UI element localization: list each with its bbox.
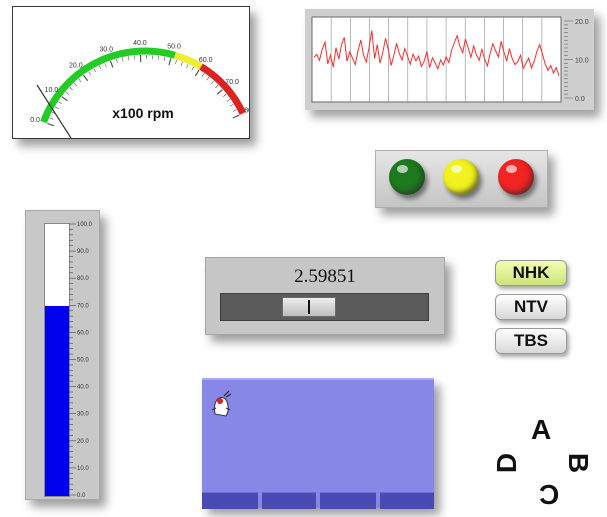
mascot-icon	[211, 390, 232, 417]
gauge-tick	[109, 60, 114, 68]
gauge-tick	[88, 71, 91, 76]
strip-chart-series-line	[313, 30, 560, 76]
thermometer-tick-label: 30.0	[77, 412, 89, 418]
rpm-gauge: 0.0 10.0 20.0 30.0 40.0 50.0 60.0 70.0 80.0 x100…	[12, 6, 250, 139]
gauge-tick	[175, 59, 177, 64]
strip-chart-tick-label: 10.0	[575, 58, 589, 65]
green-lamp[interactable]	[389, 159, 425, 195]
gauge-tick	[65, 91, 69, 95]
gauge-tick	[191, 66, 194, 71]
gauge-yellow-zone	[173, 51, 203, 70]
gauge-tick-label: 50.0	[167, 44, 181, 51]
gauge-tick-label: 40.0	[133, 40, 147, 47]
gauge-tick	[232, 109, 237, 112]
gauge-tick	[49, 117, 54, 120]
letter-b[interactable]: B	[563, 452, 595, 474]
thermometer-tick-label: 90.0	[77, 249, 89, 255]
thermometer-tick-label: 60.0	[77, 330, 89, 336]
thermometer-gauge: 100.0 90.0 80.0 70.0 60.0 50.0 40.0 30.0 20.0 10.…	[25, 210, 100, 500]
gauge-tick	[61, 96, 68, 102]
gauge-tick	[216, 89, 223, 95]
gauge-tick	[116, 58, 118, 63]
rpm-gauge-dial: 0.0 10.0 20.0 30.0 40.0 50.0 60.0 70.0 80.0	[30, 40, 249, 138]
gauge-tick-label: 0.0	[30, 117, 40, 124]
gauge-green-zone	[40, 47, 176, 124]
thermometer-tube	[44, 223, 70, 497]
gauge-tick	[229, 104, 234, 107]
gauge-tick	[69, 87, 73, 91]
thermometer-tick-label: 50.0	[77, 358, 89, 364]
strip-chart-tick-label: 0.0	[575, 96, 585, 103]
panel-tab-4[interactable]	[380, 492, 434, 509]
gauge-tick	[226, 98, 231, 102]
gauge-tick	[78, 78, 82, 83]
gauge-tick	[93, 68, 97, 73]
gauge-tick	[54, 106, 59, 110]
gauge-tick-label: 20.0	[69, 63, 83, 70]
letter-c[interactable]: C	[539, 479, 560, 510]
gauge-tick	[98, 65, 102, 70]
traffic-light-panel	[375, 150, 548, 208]
letter-d[interactable]: D	[491, 452, 523, 474]
gauge-tick-label: 60.0	[199, 57, 213, 64]
gauge-tick-label: 80.0	[244, 108, 249, 115]
gauge-tick	[163, 56, 166, 61]
gauge-tick	[210, 80, 214, 85]
thermometer-tick-label: 40.0	[77, 385, 89, 391]
panel-tab-3[interactable]	[320, 492, 376, 509]
gauge-needle	[36, 84, 72, 138]
strip-chart: 20.0 10.0 0.0	[305, 9, 594, 110]
yellow-lamp[interactable]	[443, 159, 479, 195]
gauge-tick	[232, 114, 240, 119]
value-slider: 2.59851	[205, 257, 445, 335]
thermometer-scale: 100.0 90.0 80.0 70.0 60.0 50.0 40.0 30.0 20.0 10.…	[69, 222, 93, 499]
gauge-tick-label: 70.0	[225, 79, 239, 86]
strip-chart-tick-label: 20.0	[575, 19, 589, 26]
panel-tab-2[interactable]	[262, 492, 316, 509]
channel-button-nhk[interactable]: NHK	[495, 260, 567, 286]
strip-chart-plot: 20.0 10.0 0.0	[311, 16, 589, 103]
thermometer-tick-label: 80.0	[77, 276, 89, 282]
gauge-red-zone	[199, 63, 247, 115]
gauge-tick-label: 30.0	[99, 47, 113, 54]
strip-chart-plot-area	[311, 16, 562, 103]
gauge-tick	[58, 101, 62, 105]
gauge-tick	[215, 84, 219, 89]
thermometer-tick-label: 10.0	[77, 466, 89, 472]
thermometer-tick-label: 0.0	[77, 493, 86, 499]
thermometer-tick-label: 70.0	[77, 303, 89, 309]
gauge-tick	[157, 55, 160, 60]
gauge-tick	[206, 76, 210, 81]
gauge-tick	[201, 73, 205, 77]
gauge-tick	[83, 74, 89, 82]
thermometer-tick-label: 100.0	[77, 222, 93, 228]
gauge-tick	[121, 57, 124, 62]
gauge-tick	[180, 61, 183, 66]
channel-button-ntv[interactable]: NTV	[495, 294, 567, 320]
gauge-tick	[73, 82, 78, 87]
gauge-tick	[194, 69, 200, 77]
slider-knob[interactable]	[282, 297, 337, 317]
gauge-tick	[186, 64, 189, 69]
tab-panel	[202, 378, 434, 509]
slider-track[interactable]	[220, 293, 429, 321]
gauge-tick	[168, 58, 172, 66]
thermometer-tick-label: 20.0	[77, 439, 89, 445]
rpm-gauge-unit-label: x100 rpm	[112, 105, 174, 121]
gauge-tick	[104, 62, 107, 67]
letter-a[interactable]: A	[531, 414, 552, 445]
panel-tab-1[interactable]	[202, 492, 258, 509]
channel-button-tbs[interactable]: TBS	[495, 328, 567, 354]
red-lamp[interactable]	[498, 159, 534, 195]
slider-value-readout: 2.59851	[294, 266, 356, 287]
gauge-tick	[47, 122, 55, 127]
gauge-tick	[127, 56, 130, 61]
thermometer-fill	[45, 305, 69, 496]
gauge-tick-label: 10.0	[45, 87, 59, 94]
gauge-tick	[223, 94, 227, 97]
